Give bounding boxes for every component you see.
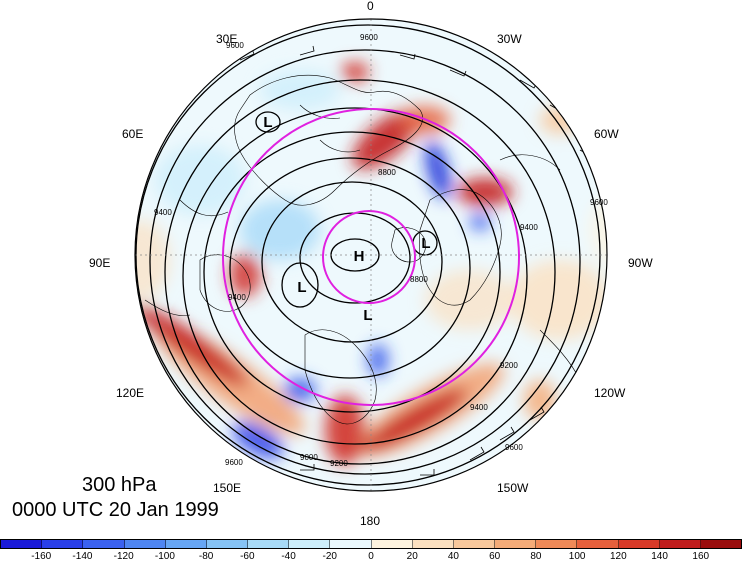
colorbar-swatch (453, 540, 496, 548)
contour-labels: 9600 9600 9400 9400 9200 9200 9000 8800 … (154, 33, 608, 468)
contour-label: 8800 (378, 168, 396, 177)
colorbar-swatch (165, 540, 207, 548)
longitude-label-180: 180 (360, 514, 381, 528)
contour-label: 9600 (590, 198, 608, 207)
contour-label: 9200 (500, 361, 518, 370)
coastlines (144, 74, 581, 425)
colorbar-swatch (42, 540, 84, 548)
colorbar-swatch (330, 540, 372, 548)
colorbar-strip (0, 539, 742, 549)
colorbar-swatch (83, 540, 125, 548)
colorbar-tick-label: -120 (113, 551, 134, 562)
colorbar-swatch (289, 540, 331, 548)
colorbar-tick-label: -140 (72, 551, 93, 562)
low-center: L (421, 235, 430, 252)
latitude-circle-inner (322, 210, 416, 304)
colorbar-tick-label: 40 (447, 551, 459, 562)
longitude-label-60e: 60E (122, 127, 144, 141)
colorbar-swatch (577, 540, 619, 548)
longitude-label-30e: 30E (216, 32, 238, 46)
colorbar-tick-label: 140 (651, 551, 668, 562)
longitude-label-150w: 150W (497, 481, 529, 495)
colorbar-tick-label: 0 (368, 551, 374, 562)
colorbar-tick-label: -80 (198, 551, 214, 562)
colorbar-swatch (700, 540, 742, 548)
colorbar-swatch (371, 540, 413, 548)
colorbar-swatch (206, 540, 249, 548)
colorbar-tick-label: -20 (322, 551, 337, 562)
contour-label: 9200 (330, 459, 348, 468)
contour-label: 9400 (470, 403, 488, 412)
colorbar-tick-label: -40 (281, 551, 296, 562)
longitude-label-150e: 150E (213, 481, 242, 495)
colorbar-swatch (618, 540, 660, 548)
low-center: L (297, 279, 306, 296)
colorbar-tick-label: 160 (692, 551, 710, 562)
longitude-label-120e: 120E (116, 386, 145, 400)
longitude-label-90e: 90E (89, 256, 111, 270)
colorbar-tick-label: 120 (609, 551, 627, 562)
colorbar-tick-label: 100 (568, 551, 586, 562)
longitude-label-90w: 90W (628, 256, 653, 270)
high-center: H (354, 248, 365, 265)
contour-label: 9400 (154, 208, 172, 217)
colorbar-swatch (412, 540, 454, 548)
contour-label: 9000 (300, 453, 318, 462)
colorbar-swatch (1, 540, 43, 548)
pressure-centers: H L L L L (263, 114, 430, 324)
colorbar-tick-label: 20 (406, 551, 418, 562)
contour-label: 9400 (520, 223, 538, 232)
colorbar: -160 -140 -120 -100 -80 -60 -40 -20 0 20 40 60 80 100… (0, 539, 742, 562)
contour-label: 9400 (228, 293, 246, 302)
colorbar-tick-label: 60 (489, 551, 501, 562)
valid-time-title: 0000 UTC 20 Jan 1999 (12, 499, 219, 521)
map-border (134, 18, 608, 492)
low-center: L (363, 307, 372, 324)
contour-label: 9600 (226, 41, 244, 50)
longitude-label-120w: 120W (594, 386, 626, 400)
colorbar-tick-label: -160 (31, 551, 52, 562)
colorbar-swatch (536, 540, 578, 548)
colorbar-tick-label: -100 (154, 551, 175, 562)
longitude-label-60w: 60W (594, 127, 619, 141)
longitude-label-30w: 30W (497, 32, 522, 46)
pressure-level-title: 300 hPa (82, 474, 157, 496)
colorbar-swatch (124, 540, 166, 548)
colorbar-swatch (495, 540, 537, 548)
contour-label: 9600 (225, 458, 243, 467)
colorbar-tick-label: 80 (530, 551, 542, 562)
low-center: L (263, 114, 272, 131)
colorbar-swatch (659, 540, 701, 548)
longitude-label-0: 0 (367, 0, 374, 13)
contour-label: 8800 (410, 275, 428, 284)
contour-label: 9600 (360, 33, 378, 42)
grid-lines (135, 19, 607, 491)
colorbar-swatch (248, 540, 290, 548)
colorbar-tick-label: -60 (240, 551, 255, 562)
contour-label: 9600 (505, 443, 523, 452)
